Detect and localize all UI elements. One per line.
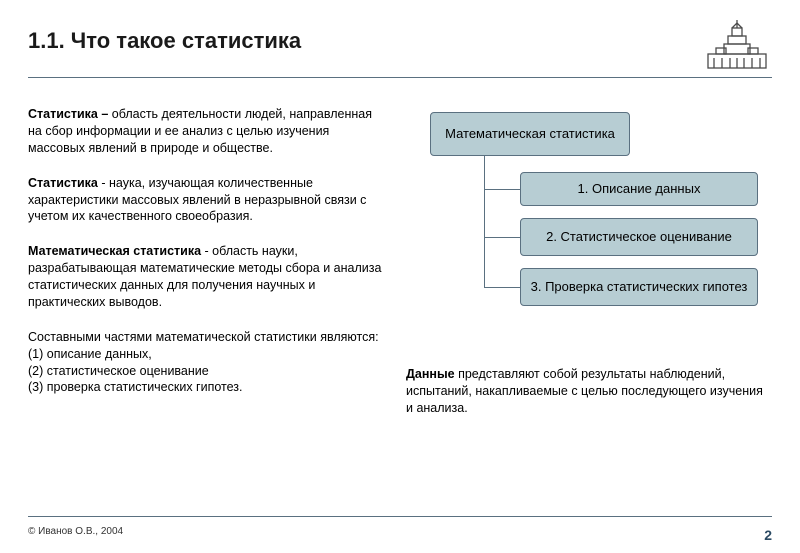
data-note: Данные представляют собой результаты наб… xyxy=(406,366,766,417)
slide-header: 1.1. Что такое статистика xyxy=(28,18,772,73)
tree-diagram: Математическая статистика 1. Описание да… xyxy=(406,106,766,306)
diagram-child-node: 1. Описание данных xyxy=(520,172,758,206)
copyright-text: © Иванов О.В., 2004 xyxy=(28,526,123,537)
footer-divider xyxy=(28,516,772,517)
definition-para: Статистика – область деятельности людей,… xyxy=(28,106,388,157)
components-item: (2) статистическое оценивание xyxy=(28,363,388,380)
connector xyxy=(484,156,485,287)
definition-term: Статистика xyxy=(28,176,98,190)
components-list: Составными частями математической статис… xyxy=(28,329,388,397)
data-note-term: Данные xyxy=(406,367,455,381)
connector xyxy=(484,287,520,288)
diagram-root-node: Математическая статистика xyxy=(430,112,630,156)
diagram-child-node: 3. Проверка статистических гипотез xyxy=(520,268,758,306)
components-item: (3) проверка статистических гипотез. xyxy=(28,379,388,396)
university-logo-icon xyxy=(702,18,772,73)
definition-para: Статистика - наука, изучающая количестве… xyxy=(28,175,388,226)
content-area: Статистика – область деятельности людей,… xyxy=(28,106,772,417)
slide-title: 1.1. Что такое статистика xyxy=(28,18,301,54)
page-number: 2 xyxy=(764,527,772,543)
connector xyxy=(484,237,520,238)
header-divider xyxy=(28,77,772,78)
slide: 1.1. Что такое статистика xyxy=(0,0,800,553)
definition-term: Статистика – xyxy=(28,107,112,121)
definitions-column: Статистика – область деятельности людей,… xyxy=(28,106,388,417)
data-note-text: представляют собой результаты наблюдений… xyxy=(406,367,763,415)
connector xyxy=(484,189,520,190)
definition-para: Математическая статистика - область наук… xyxy=(28,243,388,311)
components-item: (1) описание данных, xyxy=(28,346,388,363)
definition-term: Математическая статистика xyxy=(28,244,201,258)
diagram-child-node: 2. Статистическое оценивание xyxy=(520,218,758,256)
slide-footer: © Иванов О.В., 2004 2 xyxy=(28,516,772,539)
components-intro: Составными частями математической статис… xyxy=(28,329,388,346)
diagram-column: Математическая статистика 1. Описание да… xyxy=(406,106,766,417)
